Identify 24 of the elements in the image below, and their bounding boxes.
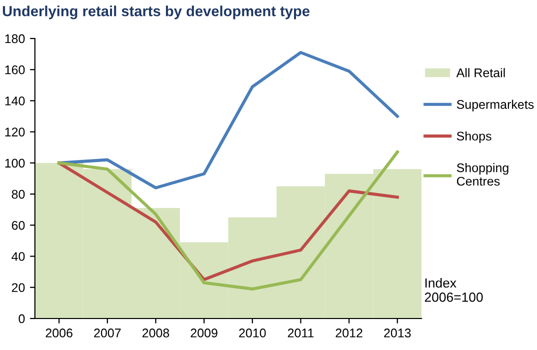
- x-tick-label: 2007: [94, 328, 121, 338]
- y-tick-label: 40: [12, 252, 25, 261]
- chart-title: Underlying retail starts by development type: [2, 6, 310, 20]
- legend-label: Supermarkets: [456, 100, 534, 112]
- y-tick-label: 100: [5, 158, 25, 168]
- y-tick-label: 80: [12, 190, 25, 199]
- x-tick-label: 2008: [142, 328, 170, 338]
- y-tick-label: 20: [12, 283, 25, 292]
- y-tick-label: 0: [18, 314, 25, 324]
- legend-label: Shops: [456, 131, 492, 144]
- x-tick-label: 2009: [190, 328, 218, 338]
- text: Index 2006=100: [424, 278, 483, 302]
- y-tick-label: 120: [5, 128, 25, 136]
- x-tick-label: 2013: [384, 328, 411, 338]
- x-tick-label: 2012: [336, 328, 362, 338]
- y-tick-label: 160: [5, 65, 25, 74]
- x-tick-label: 2011: [288, 328, 314, 338]
- x-tick-label: 2006: [46, 328, 72, 338]
- legend-label: Shopping Centres: [456, 163, 508, 186]
- y-tick-label: 60: [12, 220, 25, 230]
- x-tick-label: 2010: [239, 328, 266, 338]
- y-tick-label: 140: [5, 96, 25, 106]
- legend-label: All Retail: [456, 68, 505, 78]
- y-tick-label: 180: [5, 34, 25, 44]
